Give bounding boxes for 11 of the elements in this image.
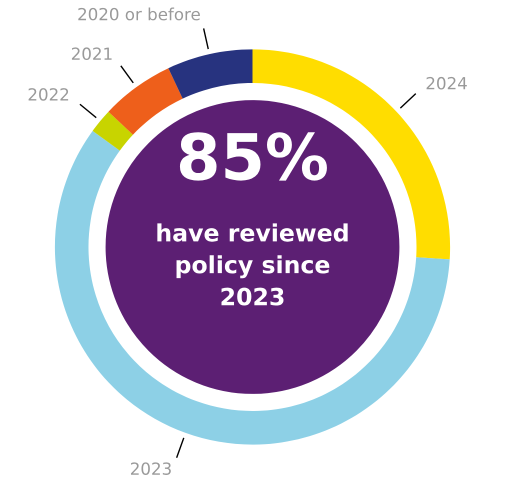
slice-label: 2023: [222, 288, 284, 306]
donut-slice: [92, 112, 133, 151]
slice-label: 2024: [426, 76, 467, 90]
donut-slice: [54, 130, 450, 445]
text: have reviewed policy since: [157, 223, 348, 278]
slice-label: 2020 or before: [78, 8, 200, 20]
slice-label: 2023: [130, 462, 171, 475]
slice-label: 2021: [72, 47, 112, 60]
slice-label: 2022: [28, 88, 68, 101]
donut-slice: [168, 49, 252, 99]
text: 85%: [180, 132, 327, 181]
